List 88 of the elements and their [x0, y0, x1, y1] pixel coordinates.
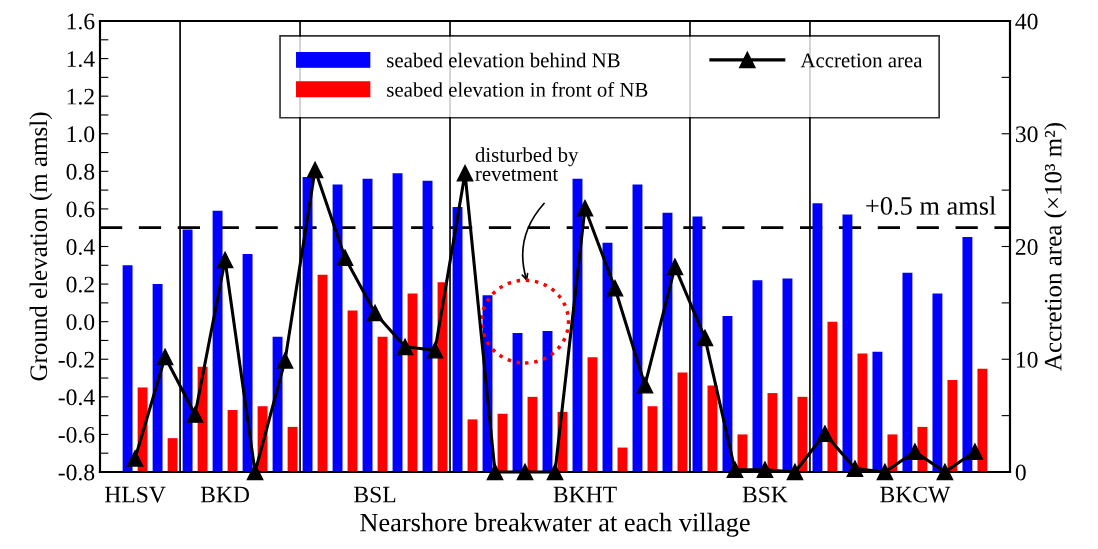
y-tick-label: -0.6 — [58, 426, 95, 443]
y-tick-label: 0.4 — [66, 238, 95, 256]
point — [726, 461, 744, 479]
point — [666, 258, 684, 276]
y2-tick-label: 30 — [1015, 126, 1038, 143]
point — [216, 251, 234, 269]
point — [546, 463, 564, 481]
y-tick-label: -0.8 — [58, 464, 95, 481]
point — [606, 279, 624, 297]
bar — [782, 278, 793, 472]
y2-axis-title: Accretion area (×10³ m²) — [1044, 123, 1067, 371]
y-tick-label: -0.4 — [58, 389, 95, 406]
bar — [287, 426, 298, 472]
bar — [962, 237, 973, 472]
x-tick-label: BKCW — [880, 486, 951, 503]
point — [846, 460, 864, 477]
point — [786, 463, 804, 481]
annotation: disturbed by revetment — [475, 147, 579, 181]
y-tick-label: 0.6 — [66, 201, 95, 218]
y-tick-label: 0.2 — [66, 276, 94, 293]
point — [576, 199, 594, 217]
y2-tick-label: 40 — [1015, 13, 1038, 30]
y-tick-label: -0.2 — [58, 351, 94, 368]
y-tick-label: 0.8 — [66, 163, 95, 180]
bar — [827, 321, 838, 472]
point — [426, 341, 444, 359]
bar — [902, 272, 913, 472]
bar — [212, 210, 223, 472]
bar — [872, 351, 883, 472]
bar — [842, 214, 853, 472]
point — [966, 443, 984, 461]
bar — [122, 265, 133, 472]
x-tick-label: BSK — [742, 486, 788, 503]
bar — [227, 409, 238, 472]
x-tick-label: HLSV — [104, 486, 166, 503]
bar — [317, 274, 328, 472]
point — [246, 463, 264, 481]
point — [456, 164, 474, 182]
bar — [167, 438, 178, 472]
point — [906, 443, 924, 461]
point — [486, 463, 504, 481]
legend-label: Accretion area — [800, 53, 923, 68]
bar — [182, 229, 193, 472]
point — [336, 249, 354, 267]
point — [636, 376, 654, 394]
bar — [647, 406, 658, 472]
y2-tick-label: 10 — [1016, 351, 1038, 368]
y-tick-label: 1.2 — [67, 88, 94, 105]
point — [396, 338, 414, 356]
bar — [377, 336, 388, 472]
point — [126, 450, 144, 467]
ref-line-label: +0.5 m amsl — [866, 196, 996, 215]
x-tick-label: BSL — [354, 486, 396, 503]
point — [366, 304, 384, 322]
bar — [797, 396, 808, 472]
point — [756, 461, 774, 479]
point — [516, 463, 534, 481]
y-tick-label: 1.4 — [67, 51, 95, 68]
bar — [677, 372, 688, 472]
point — [816, 425, 834, 442]
y-tick-label: 0.0 — [66, 314, 95, 331]
bar — [587, 357, 598, 472]
bar — [932, 293, 943, 472]
bar — [812, 203, 823, 472]
y-tick-label: 1.0 — [67, 126, 95, 143]
y2-tick-label: 0 — [1015, 464, 1026, 481]
legend-label: seabed elevation in front of NB — [387, 81, 648, 97]
x-tick-label: BKHT — [553, 486, 617, 503]
point — [936, 463, 954, 481]
point — [306, 161, 324, 179]
bar — [947, 379, 958, 472]
bar — [302, 176, 313, 472]
y-tick-label: 1.6 — [67, 13, 95, 30]
x-tick-label: BKD — [200, 486, 250, 503]
bar — [152, 284, 163, 472]
point — [276, 352, 294, 369]
point — [156, 348, 174, 366]
x-axis-title: Nearshore breakwater at each village — [360, 512, 750, 537]
y-axis-title: Ground elevation (m amsl) — [29, 112, 53, 381]
legend-label: seabed elevation behind NB — [387, 52, 620, 68]
point — [186, 406, 204, 423]
bar — [887, 434, 898, 472]
bar — [977, 368, 988, 472]
bar — [467, 419, 478, 472]
point — [876, 463, 894, 481]
y2-tick-label: 20 — [1015, 238, 1038, 255]
point — [696, 329, 714, 347]
bar — [347, 310, 358, 472]
